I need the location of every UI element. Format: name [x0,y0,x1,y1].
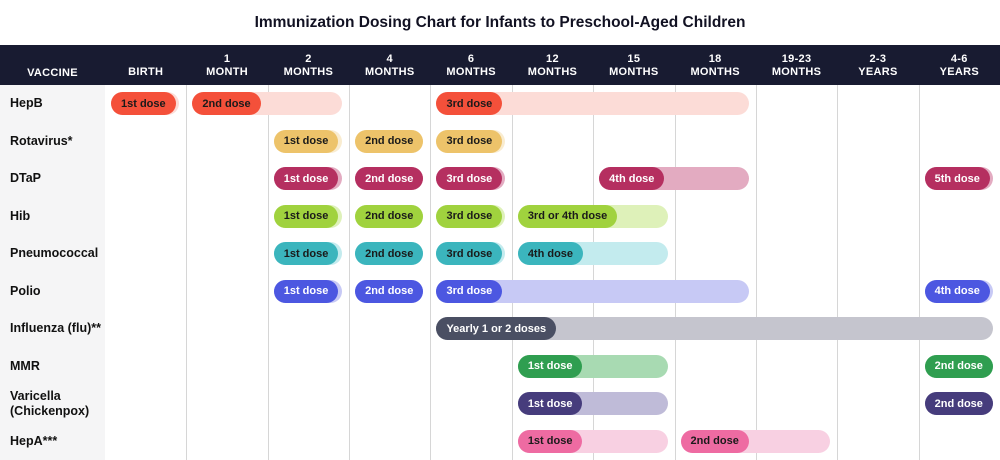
age-column-line2: MONTHS [365,66,415,78]
age-column-line1: 19-23 [781,53,812,65]
age-column-header: 4-6 YEARS [919,45,1000,85]
age-column-line2: BIRTH [128,66,164,78]
dose-pill: 3rd dose [436,279,503,303]
dose-pill: 2nd dose [355,204,424,228]
dose-pill: 1st dose [517,429,583,453]
column-gridline [837,85,839,460]
vaccine-row-label: Pneumococcal [10,246,99,261]
vaccine-row-label: Influenza (flu)** [10,321,101,336]
column-gridline [755,85,757,460]
vaccine-row-label: Rotavirus* [10,133,73,148]
vaccine-row-label: Hib [10,208,31,223]
dose-pill: 1st dose [111,92,176,116]
dose-pill: 1st dose [273,204,339,228]
dose-pill: 1st dose [273,279,339,303]
dose-pill: Yearly 1 or 2 doses [436,317,557,341]
age-column-line1: 6 [467,53,475,65]
column-gridline [186,85,188,460]
column-gridline [349,85,351,460]
dose-pill: 2nd dose [355,167,424,191]
age-column-header: 19-23 MONTHS [756,45,837,85]
vaccine-row-label: Varicella (Chickenpox) [10,388,90,418]
dose-pill: 4th dose [599,167,665,191]
dose-pill: 1st dose [517,392,583,416]
dose-pill: 1st dose [273,167,339,191]
age-column-line2: MONTHS [609,66,659,78]
age-column-header: 1 MONTH [186,45,267,85]
age-column-header: 2-3 YEARS [837,45,918,85]
age-columns-header: BIRTH 1 MONTH 2 MONTHS 4 MONTHS 6 MONTHS 12 MONTHS… [105,45,1000,85]
dose-pill: 4th dose [924,279,990,303]
column-gridline [593,85,595,460]
age-column-line1: 2-3 [869,53,887,65]
dose-pill: 2nd dose [924,392,993,416]
vaccine-row-label: DTaP [10,171,42,186]
dose-pill: 2nd dose [192,92,261,116]
age-column-line1: 4-6 [950,53,968,65]
chart-body: HepB 1st dose 2nd dose 3rd dose Rotavirus* 1s… [0,85,1000,460]
age-column-line2: YEARS [939,66,979,78]
column-gridline [674,85,676,460]
age-column-line2: MONTH [206,66,248,78]
age-column-header: 12 MONTHS [512,45,593,85]
age-column-header: 15 MONTHS [593,45,674,85]
dose-pill: 1st dose [273,129,339,153]
dose-pill: 3rd dose [436,204,503,228]
dose-pill: 3rd dose [436,242,503,266]
dose-range-bar [436,279,749,303]
dose-pill: 2nd dose [355,129,424,153]
vaccine-row-label: MMR [10,358,40,373]
age-column-line1: 12 [546,53,559,65]
age-column-line1: 2 [305,53,312,65]
dose-range-bar [436,317,993,341]
dose-pill: 2nd dose [924,354,993,378]
age-column-line2: MONTHS [283,66,334,78]
age-column-line1: 1 [223,53,231,65]
age-column-header: 18 MONTHS [675,45,756,85]
vaccine-row-label: Polio [10,283,41,298]
dose-pill: 4th dose [517,242,584,266]
age-column-line2: MONTHS [446,66,496,78]
vaccine-row-label: HepA*** [10,433,58,448]
vaccine-row-label: HepB [10,96,43,111]
dose-pill: 3rd or 4th dose [517,204,618,228]
age-column-header: 6 MONTHS [430,45,511,85]
dose-pill: 5th dose [924,167,990,191]
age-header-bar: VACCINE BIRTH 1 MONTH 2 MONTHS 4 MONTHS 6 MONTHS… [0,45,1000,85]
column-gridline [430,85,432,460]
dose-pill: 2nd dose [355,279,424,303]
age-column-line1: 18 [708,53,722,65]
age-column-line2: MONTHS [771,66,822,78]
dose-pill: 1st dose [517,354,583,378]
dose-pill: 3rd dose [436,92,503,116]
dose-pill: 1st dose [273,242,339,266]
dose-pill: 2nd dose [680,429,749,453]
dose-pill: 3rd dose [436,167,503,191]
dose-range-bar [436,92,749,116]
age-column-header: BIRTH [105,45,186,85]
dose-pill: 3rd dose [436,129,503,153]
age-column-header: 4 MONTHS [349,45,430,85]
age-column-header: 2 MONTHS [268,45,349,85]
column-gridline [267,85,269,460]
column-gridline [511,85,513,460]
age-column-line2: MONTHS [690,66,740,78]
age-column-line2: MONTHS [527,66,578,78]
age-column-line1: 4 [386,53,393,65]
column-gridline [918,85,920,460]
dose-pill: 2nd dose [355,242,424,266]
vaccine-column-header: VACCINE [27,67,78,79]
vaccine-label-column [0,85,105,460]
age-column-line2: YEARS [858,66,898,78]
page-title: Immunization Dosing Chart for Infants to… [254,13,746,31]
age-column-line1: 15 [627,53,641,65]
